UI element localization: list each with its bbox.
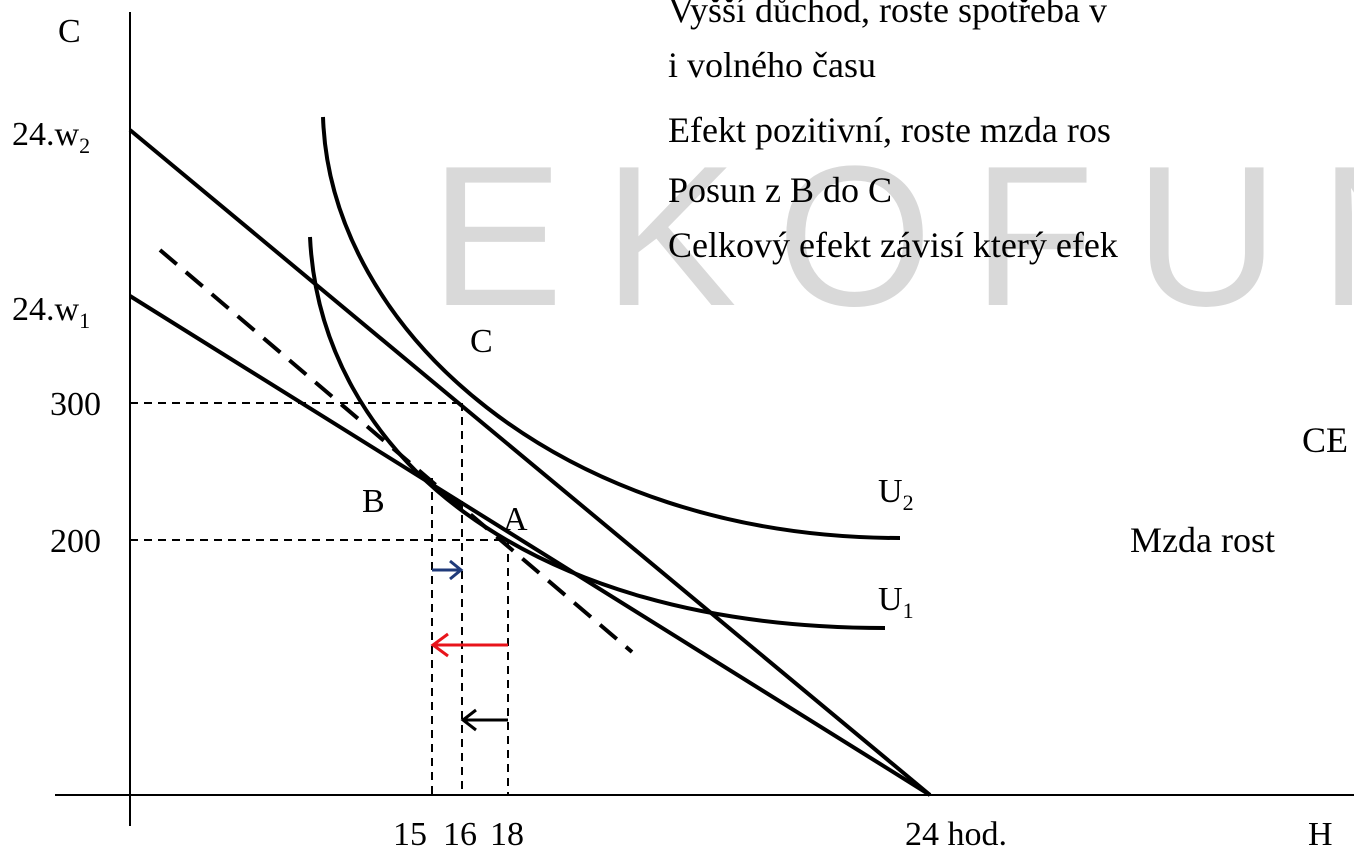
indifference-curve: [308, 236, 886, 630]
note: Posun z B do C: [668, 170, 892, 210]
y-label: 200: [50, 523, 101, 560]
note: Vyšší důchod, roste spotřeba v: [668, 0, 1107, 30]
arrow: [432, 559, 464, 581]
budget-line: [128, 294, 932, 797]
side-note: CE: [1302, 420, 1348, 460]
guides: [130, 402, 509, 795]
note: Celkový efekt závisí který efek: [668, 225, 1118, 265]
indifference-curve: [321, 116, 901, 540]
axis-label: C: [58, 13, 81, 50]
arrow: [460, 708, 508, 732]
note: i volného času: [668, 45, 876, 85]
point-label: B: [362, 483, 385, 520]
y-label: 24.w2: [12, 116, 90, 158]
curve-label: U1: [878, 581, 914, 623]
curve-label: U2: [878, 473, 914, 515]
y-label: 300: [50, 386, 101, 423]
axis-label: H: [1308, 816, 1333, 852]
point-label: A: [503, 501, 528, 538]
watermark: EKOFUN: [430, 125, 1354, 348]
note: Efekt pozitivní, roste mzda ros: [668, 110, 1111, 150]
x-label: 24 hod.: [905, 816, 1007, 852]
arrow: [430, 632, 508, 658]
x-label: 18: [490, 816, 524, 852]
point-label: C: [470, 323, 493, 360]
y-label: 24.w1: [12, 291, 90, 333]
x-label: 16: [443, 816, 477, 852]
side-note: Mzda rost: [1130, 520, 1275, 560]
budget-line: [128, 128, 932, 797]
x-label: 15: [393, 816, 427, 852]
